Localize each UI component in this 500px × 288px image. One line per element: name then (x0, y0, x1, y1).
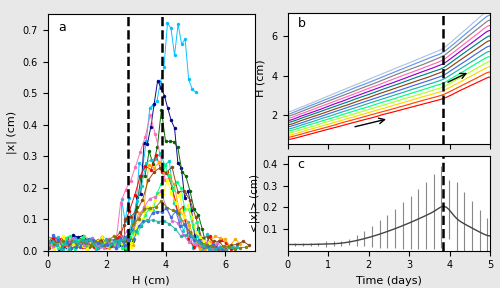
Y-axis label: |x| (cm): |x| (cm) (6, 111, 17, 154)
Y-axis label: <|x|> (cm): <|x|> (cm) (249, 174, 260, 232)
Y-axis label: H (cm): H (cm) (256, 60, 266, 97)
Text: b: b (298, 17, 306, 30)
Text: a: a (58, 22, 66, 35)
X-axis label: Time (days): Time (days) (356, 276, 422, 286)
Text: c: c (298, 158, 304, 171)
X-axis label: H (cm): H (cm) (132, 276, 170, 286)
